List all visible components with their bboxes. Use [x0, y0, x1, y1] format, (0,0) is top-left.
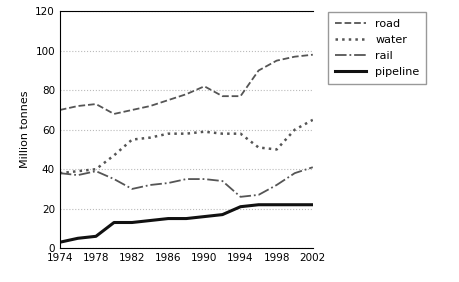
rail: [201, 177, 207, 181]
water: [201, 130, 207, 133]
water: [291, 128, 297, 131]
road: [111, 112, 117, 116]
rail: [111, 177, 117, 181]
pipeline: [57, 241, 62, 244]
rail: [255, 193, 261, 197]
pipeline: [273, 203, 279, 206]
pipeline: [75, 237, 80, 240]
road: [201, 85, 207, 88]
pipeline: [147, 219, 152, 222]
pipeline: [219, 213, 225, 216]
rail: [273, 183, 279, 187]
road: [93, 102, 99, 106]
water: [165, 132, 171, 135]
water: [111, 154, 117, 157]
pipeline: [165, 217, 171, 220]
rail: [129, 187, 134, 191]
water: [147, 136, 152, 139]
water: [255, 146, 261, 149]
water: [93, 168, 99, 171]
road: [165, 98, 171, 102]
pipeline: [255, 203, 261, 206]
road: [219, 94, 225, 98]
pipeline: [111, 221, 117, 224]
Line: rail: rail: [60, 167, 312, 197]
rail: [147, 183, 152, 187]
water: [57, 171, 62, 175]
road: [237, 94, 243, 98]
rail: [237, 195, 243, 199]
rail: [309, 166, 315, 169]
water: [75, 169, 80, 173]
pipeline: [93, 235, 99, 238]
road: [309, 53, 315, 56]
rail: [165, 181, 171, 185]
rail: [93, 169, 99, 173]
water: [183, 132, 189, 135]
pipeline: [201, 215, 207, 218]
Line: road: road: [60, 55, 312, 114]
pipeline: [309, 203, 315, 206]
water: [237, 132, 243, 135]
water: [273, 148, 279, 151]
Y-axis label: Million tonnes: Million tonnes: [20, 91, 29, 168]
road: [291, 55, 297, 58]
rail: [57, 171, 62, 175]
Legend: road, water, rail, pipeline: road, water, rail, pipeline: [328, 12, 425, 84]
pipeline: [183, 217, 189, 220]
road: [255, 69, 261, 72]
water: [129, 138, 134, 141]
Line: water: water: [60, 120, 312, 173]
pipeline: [291, 203, 297, 206]
rail: [183, 177, 189, 181]
road: [273, 59, 279, 62]
road: [57, 108, 62, 112]
rail: [219, 179, 225, 183]
water: [219, 132, 225, 135]
road: [75, 104, 80, 108]
road: [129, 108, 134, 112]
road: [147, 104, 152, 108]
rail: [75, 173, 80, 177]
road: [183, 92, 189, 96]
rail: [291, 171, 297, 175]
Line: pipeline: pipeline: [60, 205, 312, 242]
pipeline: [129, 221, 134, 224]
pipeline: [237, 205, 243, 208]
water: [309, 118, 315, 122]
